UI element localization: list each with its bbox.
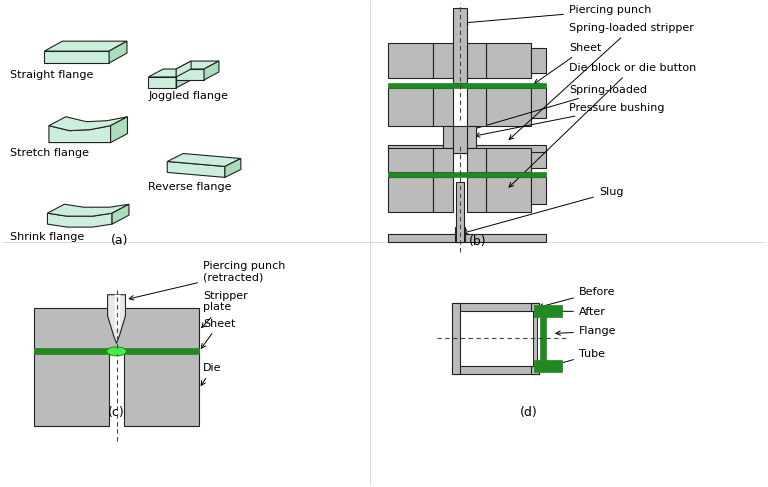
Bar — [486, 43, 531, 78]
Bar — [34, 308, 199, 349]
Bar — [531, 303, 539, 311]
Bar — [124, 352, 199, 426]
Polygon shape — [48, 204, 129, 216]
Polygon shape — [45, 41, 127, 51]
Bar — [452, 366, 539, 374]
Bar — [466, 88, 486, 126]
Text: Stripper
plate: Stripper plate — [202, 291, 248, 328]
Polygon shape — [148, 69, 191, 77]
Text: Die: Die — [201, 363, 221, 385]
Bar — [452, 126, 466, 152]
Polygon shape — [540, 311, 546, 366]
Text: Pressure bushing: Pressure bushing — [475, 103, 664, 137]
Bar — [533, 311, 537, 366]
Text: Spring-loaded stripper: Spring-loaded stripper — [509, 23, 694, 139]
Text: Piercing punch
(retracted): Piercing punch (retracted) — [129, 261, 286, 300]
Bar — [466, 148, 486, 172]
Text: Die block or die button: Die block or die button — [509, 63, 696, 187]
Ellipse shape — [107, 347, 127, 356]
Bar — [486, 148, 531, 172]
Polygon shape — [49, 117, 127, 131]
Text: Piercing punch: Piercing punch — [463, 5, 651, 25]
Polygon shape — [534, 360, 562, 372]
Text: Sheet: Sheet — [535, 43, 601, 84]
Bar — [388, 234, 546, 242]
Bar — [34, 352, 108, 426]
Bar — [388, 177, 432, 212]
Bar — [442, 126, 452, 148]
Polygon shape — [45, 51, 109, 63]
Polygon shape — [49, 126, 111, 143]
Bar — [455, 227, 465, 242]
Polygon shape — [112, 204, 129, 224]
Bar — [455, 182, 464, 242]
Text: (a): (a) — [111, 234, 128, 247]
Bar — [531, 151, 546, 169]
Polygon shape — [109, 41, 127, 63]
Polygon shape — [108, 295, 125, 343]
Polygon shape — [176, 61, 219, 69]
Text: (d): (d) — [520, 406, 538, 419]
Text: Flange: Flange — [556, 326, 617, 337]
Polygon shape — [204, 61, 219, 80]
Text: Shrink flange: Shrink flange — [10, 232, 84, 242]
Text: Before: Before — [539, 287, 615, 308]
Text: (c): (c) — [108, 406, 125, 419]
Bar — [452, 303, 459, 374]
Polygon shape — [111, 117, 127, 143]
Text: Tube: Tube — [538, 349, 605, 371]
Bar — [34, 348, 199, 355]
Text: Reverse flange: Reverse flange — [148, 182, 232, 192]
Text: Spring-loaded: Spring-loaded — [452, 85, 647, 136]
Bar — [452, 303, 539, 311]
Polygon shape — [114, 295, 121, 329]
Polygon shape — [167, 153, 241, 167]
Polygon shape — [148, 77, 176, 88]
Text: Straight flange: Straight flange — [10, 70, 94, 80]
Polygon shape — [176, 69, 204, 80]
Bar — [388, 88, 432, 126]
Bar — [531, 177, 546, 204]
Bar — [432, 177, 452, 212]
Text: Joggled flange: Joggled flange — [148, 91, 228, 101]
Bar — [466, 126, 476, 148]
Bar — [388, 145, 546, 152]
Bar — [432, 43, 452, 78]
Bar — [432, 148, 452, 172]
Bar — [486, 88, 531, 126]
Bar — [531, 366, 539, 374]
Polygon shape — [176, 61, 191, 77]
Bar — [388, 43, 432, 78]
Text: Slug: Slug — [463, 187, 624, 234]
Text: Stretch flange: Stretch flange — [10, 148, 89, 158]
Polygon shape — [176, 69, 191, 88]
Bar — [466, 43, 486, 78]
Bar — [452, 8, 466, 83]
Bar — [466, 177, 486, 212]
Text: (b): (b) — [468, 235, 486, 248]
Bar — [432, 88, 452, 126]
Polygon shape — [225, 158, 241, 177]
Bar — [388, 172, 546, 177]
Text: Sheet: Sheet — [201, 318, 236, 348]
Polygon shape — [167, 162, 225, 177]
Bar — [531, 88, 546, 118]
Bar — [388, 83, 546, 88]
Polygon shape — [534, 305, 562, 317]
Polygon shape — [48, 213, 112, 227]
Text: After: After — [556, 307, 606, 317]
Bar — [531, 48, 546, 73]
Bar — [388, 148, 432, 172]
Bar — [486, 177, 531, 212]
